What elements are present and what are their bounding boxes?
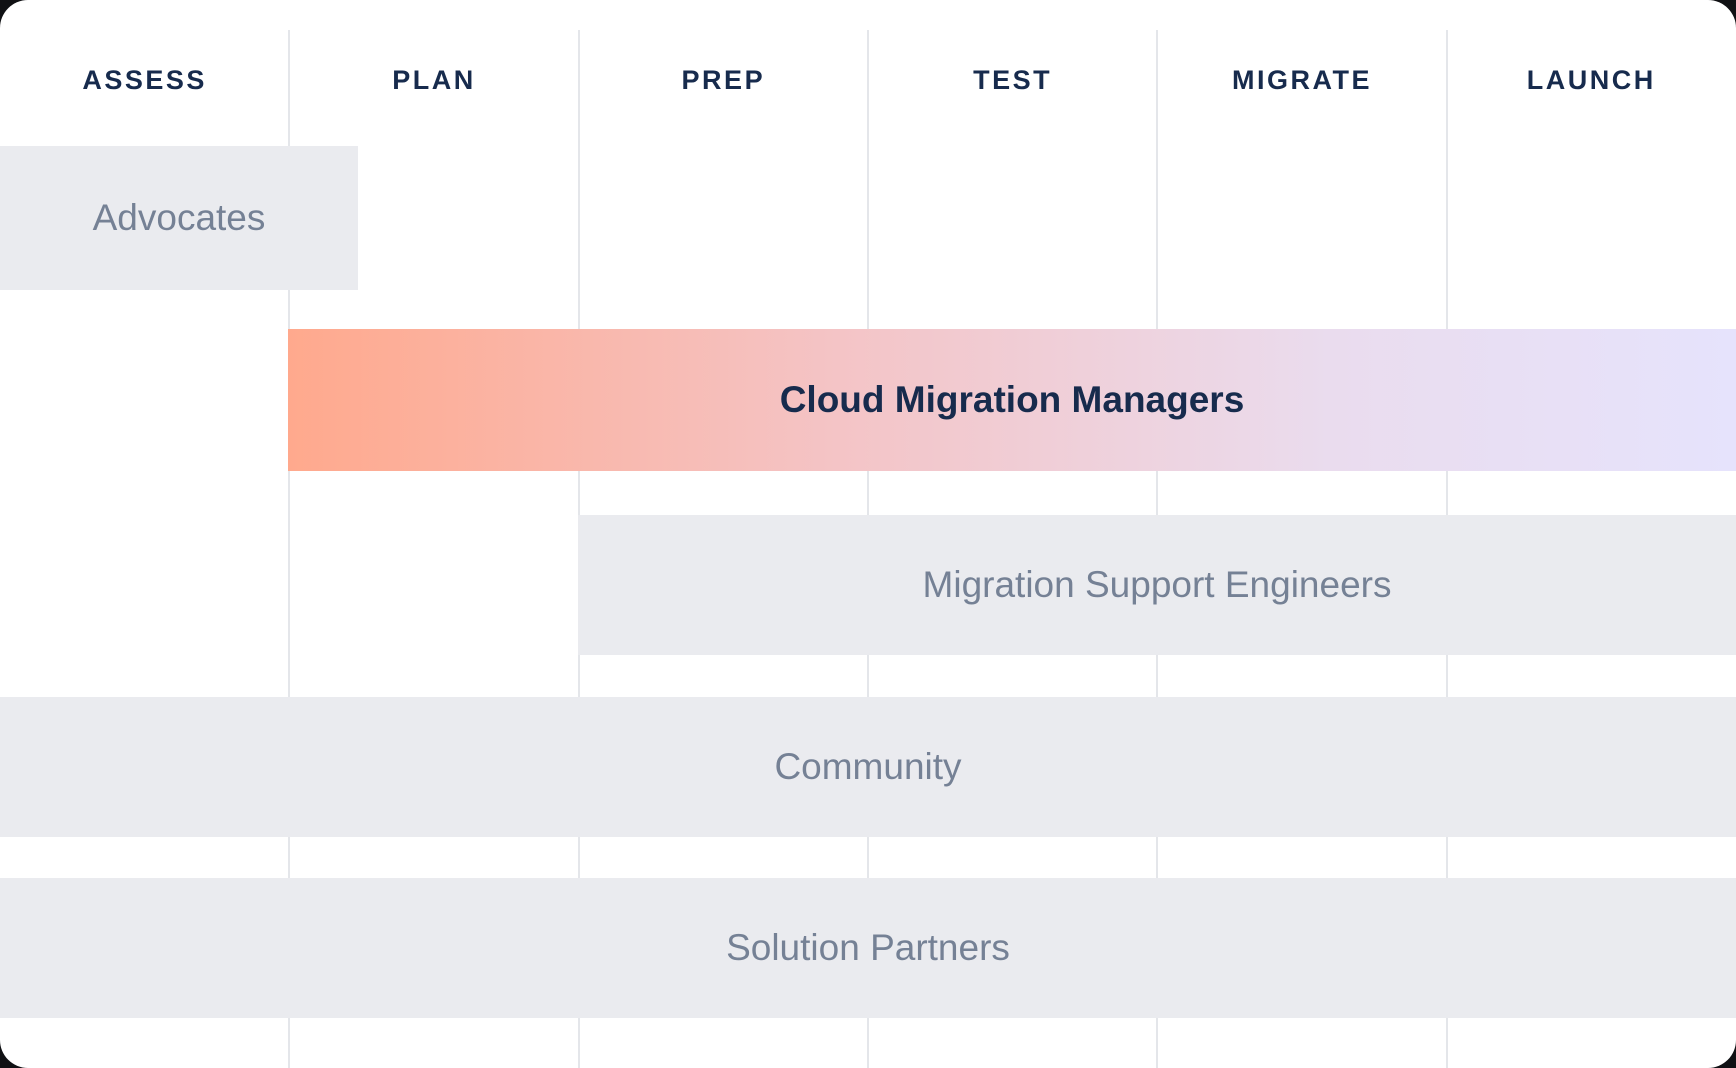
- resource-bar-advocates: Advocates: [0, 146, 358, 290]
- resource-bar-community: Community: [0, 697, 1736, 837]
- resource-bar-solution-partners: Solution Partners: [0, 878, 1736, 1018]
- phase-header-row: ASSESS PLAN PREP TEST MIGRATE LAUNCH: [0, 38, 1736, 122]
- column-divider-1: [288, 30, 290, 1068]
- resource-bar-cloud-migration-managers: Cloud Migration Managers: [288, 329, 1736, 471]
- resource-bar-migration-support-engineers: Migration Support Engineers: [578, 515, 1736, 655]
- phase-header-test: TEST: [973, 64, 1053, 95]
- phase-header-assess: ASSESS: [82, 64, 207, 95]
- resource-label-community: Community: [774, 746, 962, 787]
- phase-header-prep: PREP: [681, 64, 766, 95]
- resource-label-cloud-migration-managers: Cloud Migration Managers: [779, 379, 1245, 420]
- resource-label-solution-partners: Solution Partners: [726, 927, 1010, 968]
- resource-label-migration-support-engineers: Migration Support Engineers: [922, 564, 1392, 605]
- phase-header-plan: PLAN: [392, 64, 476, 95]
- phase-header-migrate: MIGRATE: [1231, 64, 1372, 95]
- resource-label-advocates: Advocates: [92, 197, 266, 238]
- phase-header-launch: LAUNCH: [1526, 64, 1656, 95]
